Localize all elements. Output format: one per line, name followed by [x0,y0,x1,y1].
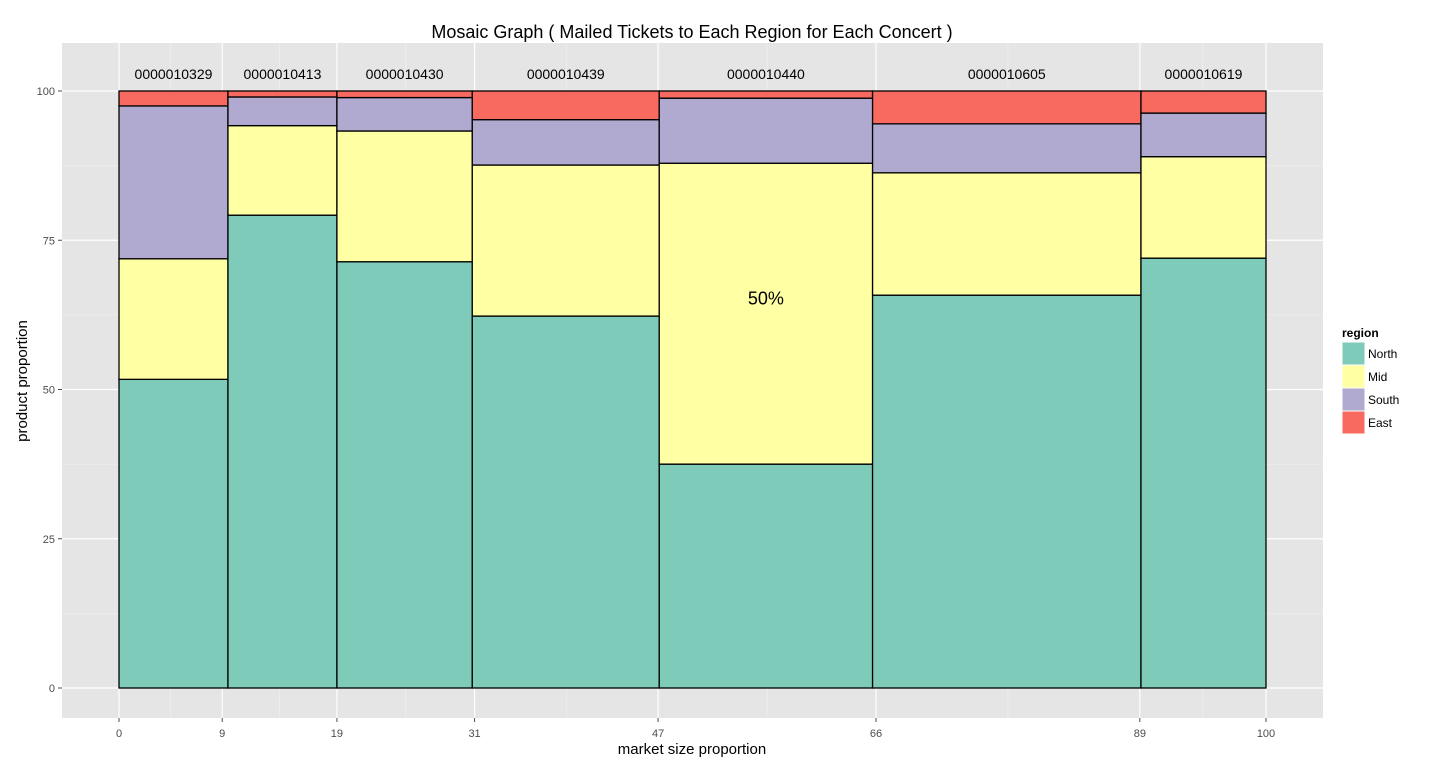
legend-key-north [1341,341,1366,366]
tile-north [1140,257,1267,689]
tile-mid [871,172,1142,296]
category-label: 0000010430 [366,66,444,82]
tile-east [118,90,229,107]
legend: region North Mid South East [1341,326,1399,435]
y-tick-label: 50 [43,385,55,397]
tile-south [871,123,1142,174]
tile-east [871,90,1142,125]
mosaic-tiles [118,90,1267,689]
tile-south [336,96,473,132]
chart-title: Mosaic Graph ( Mailed Tickets to Each Re… [431,22,952,42]
annotation-label: 50% [748,289,784,309]
tile-south [658,97,874,164]
tile-north [658,463,874,689]
tile-east [658,90,874,99]
x-tick-label: 100 [1257,728,1275,740]
legend-title: region [1342,326,1379,340]
legend-label: South [1368,393,1399,407]
x-tick-label: 47 [652,728,664,740]
tile-south [118,105,229,260]
tile-south [227,96,338,127]
x-tick-label: 31 [468,728,480,740]
legend-key-south [1341,387,1366,412]
legend-label: Mid [1368,370,1387,384]
tile-mid [336,130,473,263]
y-axis: 0 25 50 75 100 [37,86,62,695]
x-tick-label: 89 [1134,728,1146,740]
y-tick-label: 75 [43,235,55,247]
tile-east [227,90,338,98]
category-label: 0000010413 [244,66,322,82]
annotation-layer: 50% [748,289,784,309]
tile-north [336,261,473,689]
tile-north [118,378,229,689]
tile-mid [118,258,229,381]
category-label: 0000010605 [968,66,1046,82]
tile-mid [471,164,660,317]
x-tick-label: 66 [870,728,882,740]
y-tick-label: 25 [43,534,55,546]
tile-north [871,294,1142,689]
category-labels: 0000010329 0000010413 0000010430 0000010439… [135,66,1243,82]
x-tick-label: 19 [331,728,343,740]
tile-north [227,214,338,689]
category-label: 0000010619 [1165,66,1243,82]
legend-key-east [1341,410,1366,435]
legend-label: North [1368,347,1397,361]
y-axis-title: product proportion [14,320,31,442]
y-tick-label: 100 [37,86,55,98]
y-tick-label: 0 [49,683,55,695]
tile-mid [658,162,874,465]
tile-east [471,90,660,121]
tile-mid [227,124,338,216]
tile-south [1140,112,1267,158]
tile-east [336,90,473,99]
tile-east [1140,90,1267,114]
tile-north [471,315,660,689]
category-label: 0000010440 [727,66,805,82]
category-label: 0000010329 [135,66,213,82]
x-tick-label: 9 [219,728,225,740]
x-axis: 0 9 19 31 47 66 89 100 [116,718,1275,740]
tile-mid [1140,156,1267,259]
legend-key-mid [1341,364,1366,389]
legend-label: East [1368,416,1393,430]
tile-south [471,119,660,166]
category-label: 0000010439 [527,66,605,82]
x-axis-title: market size proportion [618,741,766,758]
x-tick-label: 0 [116,728,122,740]
